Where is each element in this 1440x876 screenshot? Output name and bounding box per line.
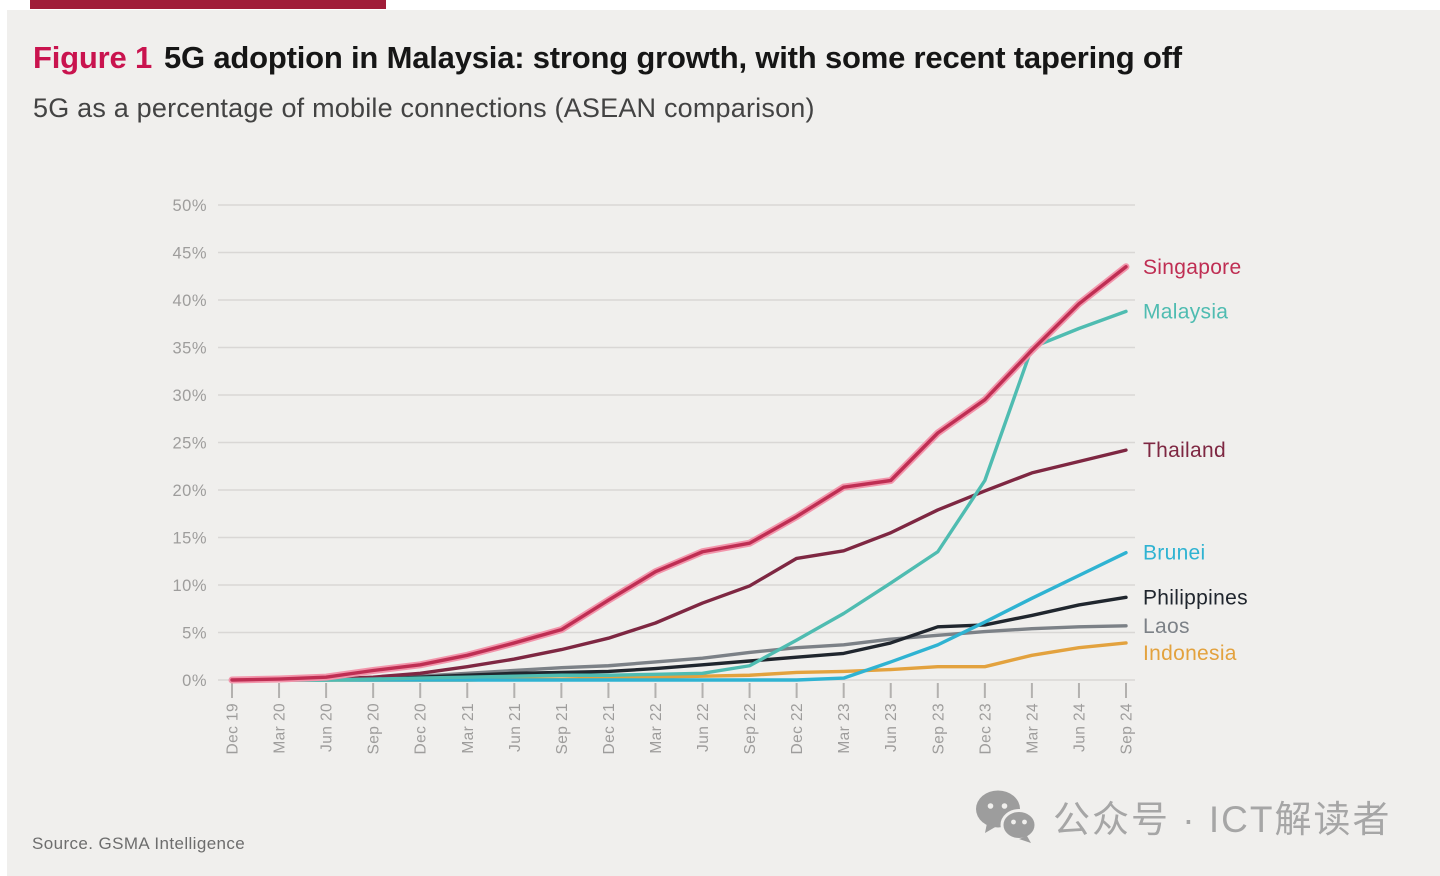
series-end-label-philippines: Philippines [1143, 586, 1248, 609]
y-axis-tick-label: 20% [172, 482, 207, 500]
series-end-label-singapore: Singapore [1143, 256, 1241, 279]
x-axis-tick-label: Mar 22 [648, 703, 665, 754]
x-axis-tick-label: Jun 21 [507, 703, 524, 752]
figure-number-label: Figure 1 [33, 40, 152, 75]
x-axis-tick-label: Sep 23 [930, 703, 947, 755]
y-axis-tick-label: 15% [172, 530, 207, 548]
page-title: Figure 1 5G adoption in Malaysia: strong … [33, 40, 1413, 76]
source-note: Source. GSMA Intelligence [32, 834, 246, 853]
x-axis-tick-label: Mar 20 [272, 703, 289, 754]
y-axis-tick-label: 10% [172, 577, 207, 595]
x-axis-tick-label: Jun 23 [883, 703, 900, 752]
x-axis-tick-label: Dec 19 [225, 703, 242, 755]
series-end-label-laos: Laos [1143, 615, 1190, 638]
y-axis-tick-label: 40% [172, 292, 207, 310]
x-axis-tick-label: Mar 24 [1024, 703, 1041, 754]
x-axis-tick-label: Sep 20 [366, 703, 383, 755]
wechat-account-text: 公众号 · ICT解读者 [1053, 799, 1392, 840]
y-axis-tick-label: 0% [182, 672, 207, 690]
x-axis-tick-label: Sep 21 [554, 703, 571, 755]
series-line-philippines [230, 595, 1128, 682]
x-axis-tick-label: Sep 24 [1119, 703, 1136, 755]
y-axis-tick-label: 30% [172, 387, 207, 405]
accent-bar [30, 0, 386, 9]
x-axis-tick-label: Dec 20 [413, 703, 430, 755]
wechat-icon [976, 790, 1037, 843]
series-end-label-brunei: Brunei [1143, 542, 1206, 565]
x-axis-tick-label: Dec 22 [789, 703, 806, 755]
x-axis-tick-label: Jun 22 [695, 703, 712, 752]
y-axis-tick-label: 25% [172, 435, 207, 453]
series-end-label-malaysia: Malaysia [1143, 300, 1228, 323]
figure-title-text: 5G adoption in Malaysia: strong growth, … [163, 40, 1182, 75]
x-axis-tick-label: Sep 22 [742, 703, 759, 755]
y-axis-tick-label: 5% [182, 625, 207, 643]
y-axis-tick-label: 50% [172, 197, 207, 215]
y-axis-tick-label: 35% [172, 340, 207, 358]
series-line-singapore [230, 265, 1128, 682]
x-axis-tick-label: Mar 21 [460, 703, 477, 754]
x-axis-tick-label: Dec 23 [977, 703, 994, 755]
x-axis-tick-label: Mar 23 [836, 703, 853, 754]
x-axis-tick-label: Jun 20 [319, 703, 336, 752]
figure-subtitle: 5G as a percentage of mobile connections… [33, 93, 815, 123]
series-end-label-indonesia: Indonesia [1143, 642, 1237, 665]
x-axis-tick-label: Jun 24 [1071, 703, 1088, 752]
series-line-malaysia [230, 309, 1128, 682]
series-end-label-thailand: Thailand [1143, 439, 1226, 462]
x-axis-tick-label: Dec 21 [601, 703, 618, 755]
y-axis-tick-label: 45% [172, 245, 207, 263]
wechat-footer: 公众号 · ICT解读者 [975, 788, 1391, 844]
